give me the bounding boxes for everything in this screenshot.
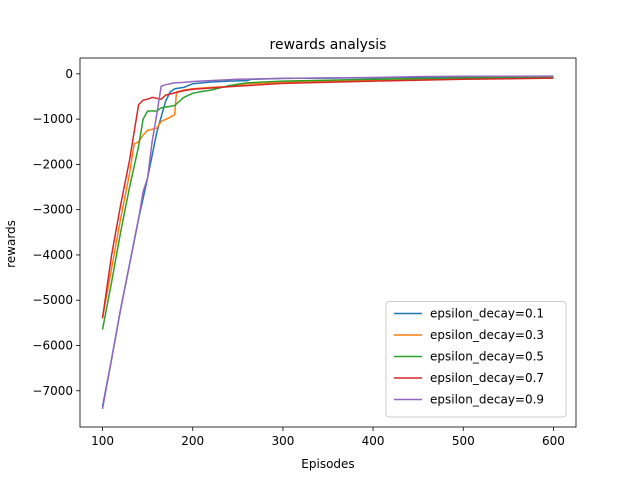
axes-frame [79, 57, 577, 428]
x-tick-label: 300 [271, 434, 294, 448]
legend-box [385, 301, 567, 418]
chart-title: rewards analysis [270, 37, 387, 53]
series-line-4 [101, 77, 554, 319]
y-tick-label: −7000 [32, 384, 73, 398]
x-tick-label: 400 [362, 434, 385, 448]
legend-label-1: epsilon_decay=0.1 [430, 307, 544, 321]
x-tick-label: 200 [181, 434, 204, 448]
y-tick-label: −2000 [32, 157, 73, 171]
plot-area: 100 200 300 400 500 600 0 −1000 −2000 −3000 −4000 −… [32, 57, 577, 448]
series-line-3 [101, 76, 554, 330]
series-line-2 [101, 77, 554, 319]
y-tick-label: −1000 [32, 112, 73, 126]
y-tick-label: −4000 [32, 248, 73, 262]
x-tick-label: 500 [452, 434, 475, 448]
legend-label-3: epsilon_decay=0.5 [430, 350, 544, 364]
legend-label-2: epsilon_decay=0.3 [430, 328, 544, 342]
x-tick-label: 600 [542, 434, 565, 448]
legend: epsilon_decay=0.1 epsilon_decay=0.3epsilo… [385, 301, 567, 418]
legend-label-4: epsilon_decay=0.7 [430, 371, 544, 385]
y-tick-label: −5000 [32, 293, 73, 307]
y-axis-label: rewards [4, 220, 18, 268]
x-tick-label: 100 [91, 434, 114, 448]
y-tick-label: −6000 [32, 339, 73, 353]
legend-label-5: epsilon_decay=0.9 [430, 393, 544, 407]
series-line-5 [101, 75, 554, 410]
y-tick-label: −3000 [32, 203, 73, 217]
x-axis-label: Episodes [301, 457, 354, 471]
y-tick-label: 0 [65, 67, 73, 81]
